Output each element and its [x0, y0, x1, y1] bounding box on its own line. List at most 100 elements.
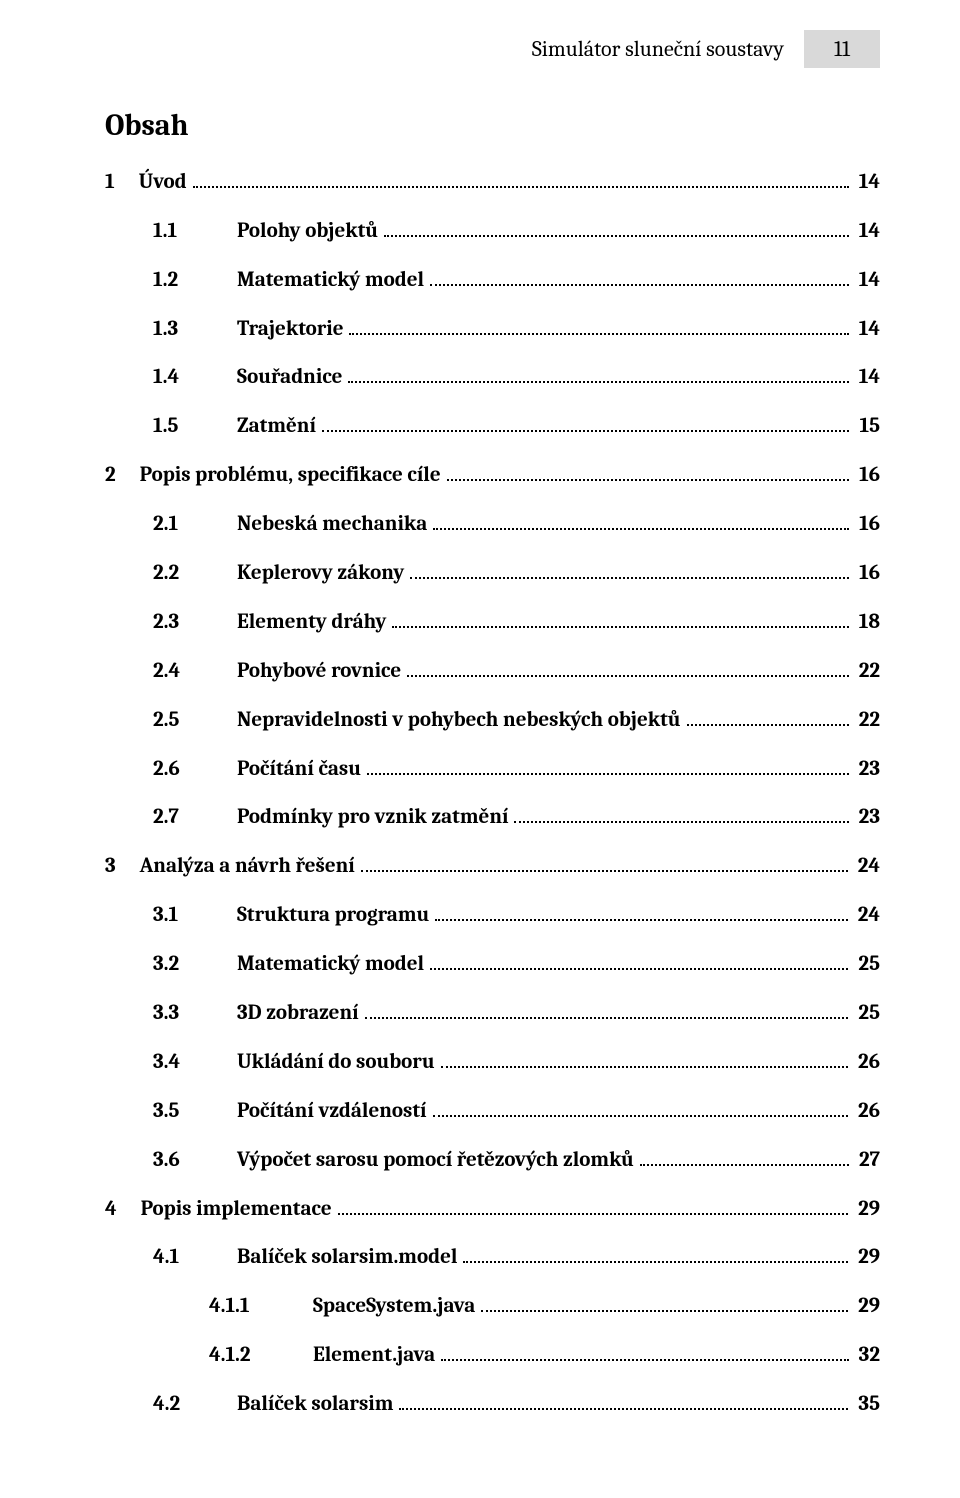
toc-entry[interactable]: 3.6Výpočet sarosu pomocí řetězových zlom…: [105, 1145, 880, 1172]
toc-leader: [447, 460, 849, 481]
toc-entry-number: 4.2: [153, 1392, 237, 1416]
toc-leader: [640, 1145, 849, 1166]
toc-entry-title: Balíček solarsim.model: [237, 1245, 457, 1269]
toc-entry-page: 24: [854, 854, 880, 878]
toc-entry-number: 1.1: [153, 219, 237, 243]
toc-entry[interactable]: 2.2Keplerovy zákony16: [105, 558, 880, 585]
toc-entry[interactable]: 4.1Balíček solarsim.model 29: [105, 1243, 880, 1270]
toc-entry[interactable]: 1.5Zatmění15: [105, 411, 880, 438]
toc-entry-title: Úvod: [139, 170, 187, 194]
toc-entry-title: Výpočet sarosu pomocí řetězových zlomků: [237, 1148, 634, 1172]
toc-entry-page: 29: [854, 1245, 880, 1269]
toc-leader: [392, 607, 848, 628]
toc-entry-number: 2.2: [153, 561, 237, 585]
page: Simulátor sluneční soustavy 11 Obsah 1Úv…: [0, 0, 960, 1498]
toc-entry[interactable]: 3.2Matematický model25: [105, 949, 880, 976]
toc-entry-title: Počítání času: [237, 757, 361, 781]
toc-entry-title: Keplerovy zákony: [237, 561, 404, 585]
toc-leader: [367, 754, 849, 775]
toc-leader: [349, 314, 848, 335]
toc-entry-title: Souřadnice: [237, 365, 342, 389]
toc-entry-number: 2.3: [153, 610, 237, 634]
toc-entry-title: Struktura programu: [237, 903, 429, 927]
toc-entry-number: 3.2: [153, 952, 237, 976]
toc-leader: [430, 265, 849, 286]
toc-leader: [433, 1096, 849, 1117]
toc-entry[interactable]: 4.2Balíček solarsim35: [105, 1389, 880, 1416]
toc-entry[interactable]: 3.4Ukládání do souboru 26: [105, 1047, 880, 1074]
toc-leader: [435, 900, 847, 921]
toc-entry-title: Počítání vzdáleností: [237, 1099, 427, 1123]
toc-entry[interactable]: 4.1.1SpaceSystem.java29: [105, 1291, 880, 1318]
toc-leader: [348, 363, 848, 384]
toc-entry[interactable]: 2.4Pohybové rovnice 22: [105, 656, 880, 683]
toc-entry-number: 3.5: [153, 1099, 237, 1123]
toc-leader: [365, 998, 849, 1019]
toc-entry[interactable]: 1.2Matematický model14: [105, 265, 880, 292]
toc-entry[interactable]: 1.1Polohy objektů14: [105, 216, 880, 243]
toc-entry[interactable]: 2.5Nepravidelnosti v pohybech nebeských …: [105, 705, 880, 732]
toc-entry-number: 2.7: [153, 805, 237, 829]
toc-entry[interactable]: 3.5Počítání vzdáleností26: [105, 1096, 880, 1123]
toc-leader: [430, 949, 848, 970]
toc-entry-number: 4.1.1: [209, 1294, 313, 1318]
toc-entry-number: 4.1: [153, 1245, 237, 1269]
toc-entry-page: 26: [854, 1050, 880, 1074]
toc-entry-page: 27: [855, 1148, 880, 1172]
toc-leader: [384, 216, 849, 237]
toc-entry-page: 14: [855, 317, 880, 341]
toc-entry-number: 1.4: [153, 365, 237, 389]
toc-entry[interactable]: 4Popis implementace29: [105, 1194, 880, 1221]
toc-entry[interactable]: 2.1Nebeská mechanika 16: [105, 509, 880, 536]
running-title: Simulátor sluneční soustavy: [532, 30, 784, 68]
toc-entry-title: Podmínky pro vznik zatmění: [237, 805, 508, 829]
toc-entry[interactable]: 2.6Počítání času23: [105, 754, 880, 781]
toc-entry[interactable]: 3Analýza a návrh řešení24: [105, 851, 880, 878]
toc-leader: [322, 411, 849, 432]
toc-entry-title: Popis problému, specifikace cíle: [140, 463, 441, 487]
toc-entry-title: Pohybové rovnice: [237, 659, 401, 683]
toc-entry-title: Elementy dráhy: [237, 610, 386, 634]
toc-entry-number: 1.3: [153, 317, 237, 341]
toc-entry-title: Matematický model: [237, 952, 424, 976]
toc-leader: [481, 1291, 848, 1312]
toc-entry-page: 16: [855, 512, 880, 536]
toc-entry-number: 2.6: [153, 757, 237, 781]
toc-entry[interactable]: 2Popis problému, specifikace cíle 16: [105, 460, 880, 487]
toc-entry-title: Zatmění: [237, 414, 316, 438]
toc-entry-number: 1.2: [153, 268, 237, 292]
toc-entry-page: 16: [855, 463, 880, 487]
toc-entry-number: 3: [105, 854, 140, 878]
toc: 1Úvod141.1Polohy objektů141.2Matematický…: [105, 167, 880, 1416]
toc-entry[interactable]: 1.4Souřadnice14: [105, 363, 880, 390]
toc-entry[interactable]: 3.1Struktura programu24: [105, 900, 880, 927]
toc-entry[interactable]: 3.33D zobrazení25: [105, 998, 880, 1025]
toc-entry-number: 2.5: [153, 708, 237, 732]
toc-entry-title: 3D zobrazení: [237, 1001, 359, 1025]
toc-entry[interactable]: 4.1.2Element.java32: [105, 1340, 880, 1367]
toc-entry-number: 2.1: [153, 512, 237, 536]
toc-entry-title: Ukládání do souboru: [237, 1050, 435, 1074]
toc-leader: [410, 558, 849, 579]
toc-entry[interactable]: 1Úvod14: [105, 167, 880, 194]
toc-entry-number: 2.4: [153, 659, 237, 683]
toc-leader: [687, 705, 849, 726]
toc-entry[interactable]: 1.3Trajektorie14: [105, 314, 880, 341]
toc-entry-number: 3.4: [153, 1050, 237, 1074]
toc-entry-page: 24: [854, 903, 880, 927]
toc-entry[interactable]: 2.7Podmínky pro vznik zatmění23: [105, 803, 880, 830]
toc-leader: [338, 1194, 849, 1215]
toc-entry-title: Nebeská mechanika: [237, 512, 427, 536]
toc-entry-title: Polohy objektů: [237, 219, 378, 243]
toc-entry[interactable]: 2.3Elementy dráhy 18: [105, 607, 880, 634]
toc-leader: [441, 1340, 849, 1361]
toc-entry-page: 22: [855, 659, 880, 683]
toc-entry-number: 2: [105, 463, 140, 487]
toc-entry-page: 18: [855, 610, 880, 634]
toc-entry-number: 1.5: [153, 414, 237, 438]
toc-entry-page: 35: [854, 1392, 880, 1416]
toc-leader: [407, 656, 849, 677]
toc-entry-title: Popis implementace: [141, 1197, 332, 1221]
toc-leader: [463, 1243, 848, 1264]
toc-leader: [514, 803, 848, 824]
